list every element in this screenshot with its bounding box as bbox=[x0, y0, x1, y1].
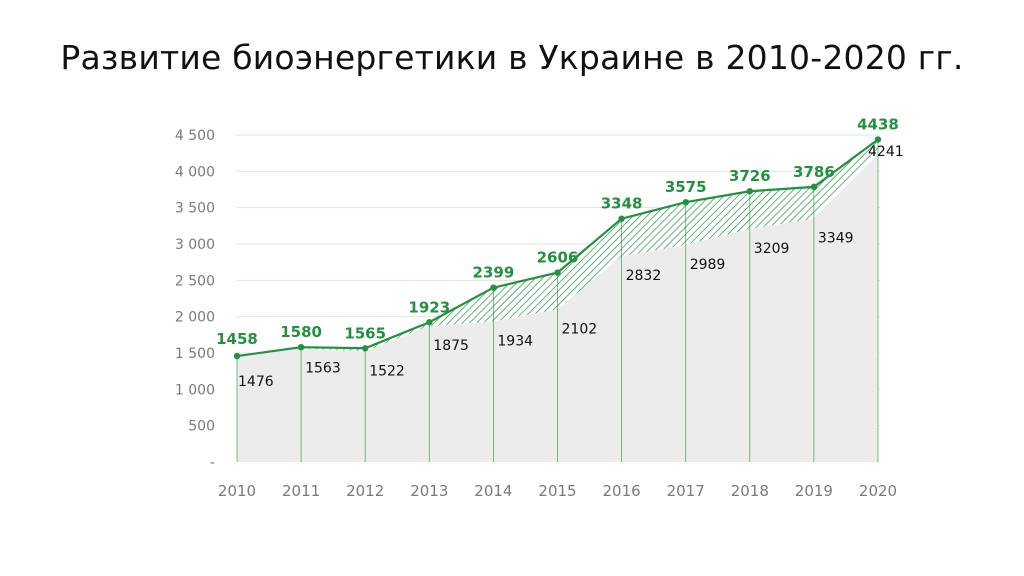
value-label-top: 3575 bbox=[665, 178, 707, 196]
series-point bbox=[490, 284, 497, 291]
y-tick-label: 2 000 bbox=[175, 310, 215, 326]
y-tick-label: 2 500 bbox=[175, 273, 215, 289]
x-tick-label: 2013 bbox=[410, 482, 448, 500]
value-label-top: 1458 bbox=[216, 330, 258, 348]
value-label-bottom: 3209 bbox=[754, 241, 790, 257]
x-tick-label: 2010 bbox=[218, 482, 256, 500]
series-point bbox=[810, 183, 818, 191]
series-point bbox=[746, 188, 753, 195]
value-label-bottom: 3349 bbox=[818, 231, 854, 247]
value-label-top: 2399 bbox=[473, 264, 515, 282]
y-tick-label: 3 500 bbox=[175, 201, 215, 217]
value-label-bottom: 2102 bbox=[562, 321, 598, 337]
series-point bbox=[233, 352, 241, 360]
value-label-top: 2606 bbox=[537, 249, 579, 267]
y-tick-label: 3 000 bbox=[175, 237, 215, 253]
series-point bbox=[618, 215, 625, 222]
value-label-top: 1923 bbox=[408, 298, 450, 316]
x-tick-label: 2015 bbox=[538, 482, 576, 500]
x-tick-label: 2018 bbox=[731, 482, 769, 500]
y-tick-label: 4 000 bbox=[175, 164, 215, 180]
y-tick-label: - bbox=[210, 455, 215, 471]
baseline-area bbox=[237, 153, 878, 462]
x-tick-label: 2011 bbox=[282, 482, 320, 500]
x-tick-label: 2012 bbox=[346, 482, 384, 500]
value-label-bottom: 1476 bbox=[238, 374, 274, 390]
value-label-bottom: 2832 bbox=[626, 268, 662, 284]
y-tick-label: 1 500 bbox=[175, 346, 215, 362]
x-tick-label: 2019 bbox=[795, 482, 833, 500]
chart-title: Развитие биоэнергетики в Украине в 2010-… bbox=[60, 38, 964, 77]
value-label-bottom: 1563 bbox=[305, 360, 341, 376]
value-label-top: 4438 bbox=[857, 116, 899, 134]
y-tick-label: 4 500 bbox=[175, 128, 215, 144]
x-tick-label: 2020 bbox=[859, 482, 897, 500]
value-label-bottom: 1875 bbox=[433, 338, 469, 354]
value-label-top: 3348 bbox=[601, 195, 643, 213]
value-label-bottom: 4241 bbox=[868, 144, 904, 160]
value-label-top: 3726 bbox=[729, 167, 771, 185]
y-tick-label: 500 bbox=[188, 419, 215, 435]
value-label-top: 1565 bbox=[344, 324, 386, 342]
value-label-top: 1580 bbox=[280, 323, 322, 341]
value-label-bottom: 2989 bbox=[690, 257, 726, 273]
x-tick-label: 2014 bbox=[474, 482, 512, 500]
value-label-bottom: 1934 bbox=[497, 333, 533, 349]
value-label-bottom: 1522 bbox=[369, 363, 405, 379]
series-point bbox=[874, 136, 882, 143]
value-label-top: 3786 bbox=[793, 163, 835, 181]
x-tick-label: 2016 bbox=[603, 482, 641, 500]
series-point bbox=[297, 343, 305, 351]
series-point bbox=[426, 319, 433, 326]
series-point bbox=[362, 345, 369, 352]
series-point bbox=[554, 269, 561, 276]
y-tick-label: 1 000 bbox=[175, 382, 215, 398]
series-point bbox=[682, 199, 689, 206]
x-tick-label: 2017 bbox=[667, 482, 705, 500]
